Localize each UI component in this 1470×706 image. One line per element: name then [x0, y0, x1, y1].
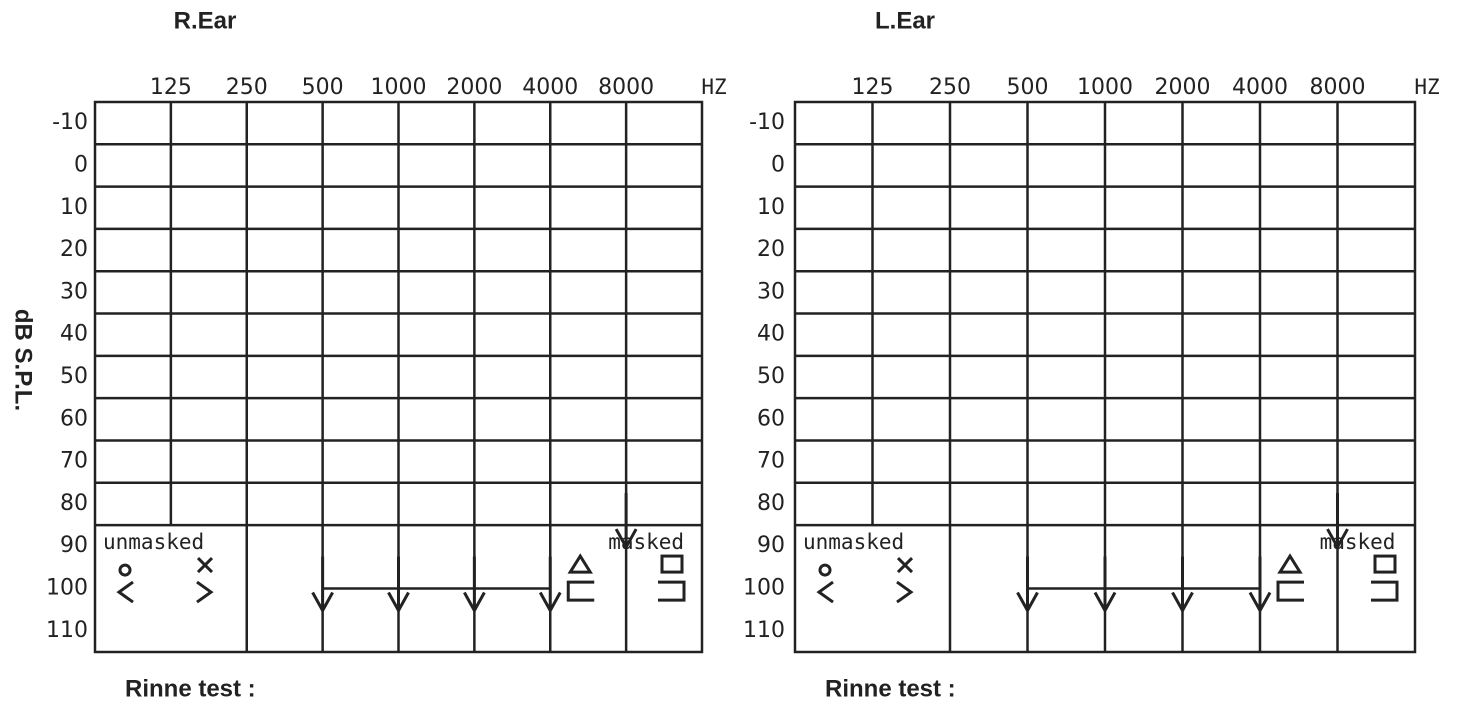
y-tick-label: 10 — [757, 195, 785, 220]
symbol-circle — [118, 563, 132, 577]
symbol-x — [196, 557, 214, 574]
x-tick-label: 2000 — [446, 75, 502, 100]
y-tick-label: 110 — [46, 618, 88, 643]
legend-unmasked: unmasked — [103, 530, 204, 554]
y-tick-label: 100 — [46, 576, 88, 601]
no-response-arrow — [463, 556, 486, 614]
y-tick-label: 70 — [60, 449, 88, 474]
no-response-arrow — [387, 556, 410, 614]
y-tick-label: 70 — [757, 449, 785, 474]
y-tick-label: 50 — [60, 364, 88, 389]
y-tick-label: 80 — [60, 491, 88, 516]
y-tick-label: 30 — [60, 279, 88, 304]
x-tick-label: 8000 — [1310, 75, 1366, 100]
symbol-bracket-left — [1276, 580, 1304, 602]
y-axis-label: dB S.P.L. — [10, 309, 37, 411]
x-tick-label: 2000 — [1155, 75, 1211, 100]
x-tick-label: 250 — [226, 75, 268, 100]
legend-unmasked: unmasked — [803, 530, 904, 554]
x-tick-label: 4000 — [522, 75, 578, 100]
y-tick-label: 60 — [757, 406, 785, 431]
no-response-arrow — [614, 493, 638, 551]
y-tick-label: -10 — [749, 110, 785, 135]
symbol-gt — [196, 580, 214, 604]
no-response-arrow — [1093, 556, 1117, 614]
chart-title: R.Ear — [174, 7, 237, 34]
footer-label: Rinne test : — [825, 675, 956, 702]
symbol-lt — [116, 580, 134, 604]
x-tick-label: 1000 — [1077, 75, 1133, 100]
y-tick-label: 40 — [60, 322, 88, 347]
x-axis-label: HZ — [1414, 75, 1439, 99]
legend-masked: masked — [608, 530, 684, 554]
no-response-arrow — [1326, 493, 1349, 551]
x-tick-label: 500 — [1007, 75, 1049, 100]
symbol-circle — [818, 563, 832, 577]
x-axis-label: HZ — [701, 75, 726, 99]
no-response-arrow — [311, 556, 334, 614]
y-tick-label: 50 — [757, 364, 785, 389]
no-response-arrow — [538, 556, 562, 614]
y-tick-label: 0 — [771, 152, 785, 177]
no-response-arrow — [1248, 556, 1272, 614]
x-tick-label: 1000 — [371, 75, 427, 100]
x-tick-label: 125 — [852, 75, 894, 100]
y-tick-label: 100 — [743, 576, 785, 601]
x-tick-label: 8000 — [598, 75, 654, 100]
y-tick-label: 60 — [60, 406, 88, 431]
no-response-arrow — [1171, 556, 1194, 614]
symbol-lt — [816, 580, 834, 604]
symbol-bracket-left — [566, 580, 595, 602]
y-tick-label: 90 — [757, 533, 785, 558]
symbol-square — [660, 554, 684, 574]
symbol-bracket-right — [1371, 580, 1399, 602]
symbol-triangle — [1277, 553, 1303, 574]
legend-masked: masked — [1320, 530, 1396, 554]
y-tick-label: 80 — [757, 491, 785, 516]
symbol-gt — [896, 580, 914, 604]
y-tick-label: 110 — [743, 618, 785, 643]
chart-title: L.Ear — [875, 7, 935, 34]
footer-label: Rinne test : — [125, 675, 256, 702]
symbol-square — [1373, 554, 1397, 574]
no-response-arrow — [1016, 556, 1039, 614]
y-tick-label: 40 — [757, 322, 785, 347]
y-tick-label: 90 — [60, 533, 88, 558]
symbol-triangle — [567, 553, 593, 574]
x-tick-label: 4000 — [1232, 75, 1288, 100]
y-tick-label: 10 — [60, 195, 88, 220]
y-tick-label: -10 — [52, 110, 88, 135]
y-tick-label: 20 — [757, 237, 785, 262]
y-tick-label: 20 — [60, 237, 88, 262]
x-tick-label: 125 — [150, 75, 192, 100]
symbol-bracket-right — [658, 580, 686, 602]
x-tick-label: 250 — [929, 75, 971, 100]
symbol-x — [896, 557, 914, 574]
y-tick-label: 30 — [757, 279, 785, 304]
x-tick-label: 500 — [302, 75, 344, 100]
y-tick-label: 0 — [74, 152, 88, 177]
